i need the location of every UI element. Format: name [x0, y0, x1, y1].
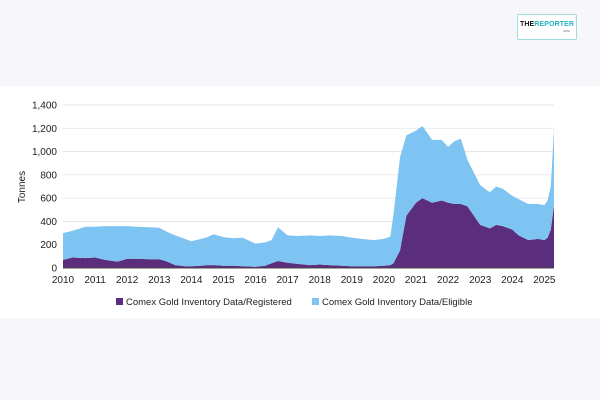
- y-tick-label-7: 1,400: [32, 101, 57, 112]
- series-area-eligible: [63, 126, 554, 267]
- legend-label-eligible: Comex Gold Inventory Data/Eligible: [322, 297, 473, 308]
- y-tick-label-1: 200: [40, 240, 57, 251]
- x-tick-label-4: 2014: [180, 275, 203, 286]
- y-axis-ticks: 0 200 400 600 800 1,000 1,200 1,400: [32, 101, 57, 275]
- y-tick-label-4: 800: [40, 170, 57, 181]
- x-tick-label-11: 2021: [405, 275, 428, 286]
- legend: Comex Gold Inventory Data/Registered Come…: [116, 297, 473, 308]
- y-tick-label-2: 400: [40, 217, 57, 228]
- y-tick-label-5: 1,000: [32, 147, 57, 158]
- x-tick-label-12: 2022: [437, 275, 460, 286]
- series-area-registered: [63, 198, 554, 268]
- x-tick-label-5: 2015: [212, 275, 235, 286]
- x-tick-label-7: 2017: [277, 275, 300, 286]
- x-tick-label-3: 2013: [148, 275, 171, 286]
- logo-word-the: THE: [519, 21, 535, 28]
- x-tick-label-2: 2012: [116, 275, 139, 286]
- x-tick-label-10: 2020: [373, 275, 396, 286]
- x-tick-label-8: 2018: [309, 275, 332, 286]
- x-tick-label-9: 2019: [341, 275, 364, 286]
- x-tick-label-15: 2025: [533, 275, 556, 286]
- y-axis-label: Tonnes: [17, 171, 28, 203]
- x-axis-ticks: 2010 2011 2012 2013 2014 2015 2016 2017 2018 2019…: [52, 275, 556, 286]
- x-tick-label-1: 2011: [84, 275, 106, 286]
- legend-swatch-eligible: [312, 298, 319, 305]
- y-tick-label-3: 600: [40, 194, 57, 205]
- x-tick-label-6: 2016: [244, 275, 267, 286]
- y-tick-label-6: 1,200: [32, 124, 57, 135]
- area-series: [63, 126, 554, 268]
- logo-word-reporter: REPORTER: [534, 21, 574, 28]
- x-tick-label-0: 2010: [52, 275, 75, 286]
- legend-swatch-registered: [116, 298, 123, 305]
- y-tick-label-0: 0: [51, 264, 57, 275]
- logo-wordmark: THEREPORTER: [520, 21, 574, 29]
- logo-subtext: ASIA: [563, 29, 570, 33]
- x-tick-label-13: 2023: [469, 275, 492, 286]
- x-tick-label-14: 2024: [501, 275, 524, 286]
- brand-logo: THEREPORTER ASIA: [517, 14, 577, 40]
- legend-label-registered: Comex Gold Inventory Data/Registered: [126, 297, 292, 308]
